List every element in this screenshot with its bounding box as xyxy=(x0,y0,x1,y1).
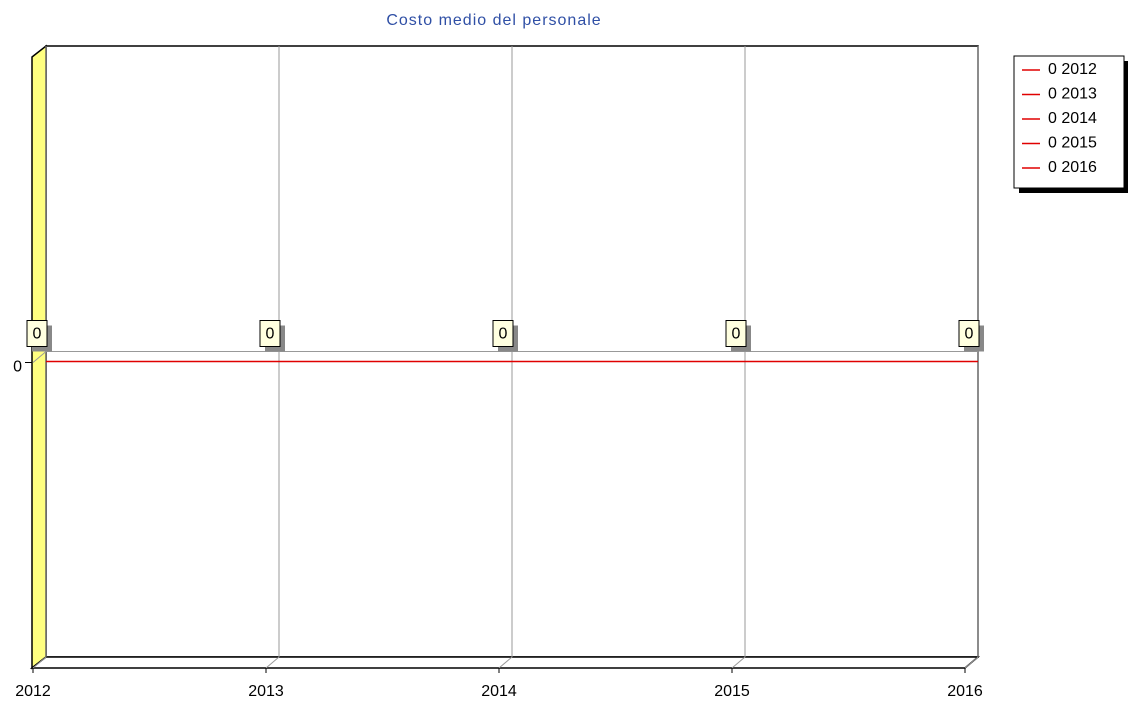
legend-category: 2013 xyxy=(1061,86,1097,103)
legend-category: 2014 xyxy=(1061,110,1097,127)
legend-category: 2015 xyxy=(1061,135,1097,152)
data-label: 0 xyxy=(499,326,508,343)
data-label: 0 xyxy=(965,326,974,343)
x-tick-label: 2015 xyxy=(714,683,750,700)
legend-value: 0 xyxy=(1048,135,1057,152)
data-label-box xyxy=(958,320,980,347)
data-label-box xyxy=(492,320,514,347)
y-tick-label: 0 xyxy=(13,359,22,376)
legend-value: 0 xyxy=(1048,159,1057,176)
grid-line-depth xyxy=(32,656,47,669)
legend xyxy=(1013,55,1125,189)
data-label-box xyxy=(725,320,747,347)
legend-label: 0 2013 xyxy=(1048,86,1097,103)
x-tick-label: 2016 xyxy=(947,683,983,700)
data-label: 0 xyxy=(266,326,275,343)
legend-label: 0 2015 xyxy=(1048,135,1097,152)
legend-label: 0 2016 xyxy=(1048,159,1097,176)
data-label-box xyxy=(259,320,281,347)
chart-title: Costo medio del personale xyxy=(386,12,601,29)
legend-value: 0 xyxy=(1048,61,1057,78)
x-tick-label: 2013 xyxy=(248,683,284,700)
legend-value: 0 xyxy=(1048,110,1057,127)
grid-line-depth xyxy=(32,351,47,363)
data-label: 0 xyxy=(33,326,42,343)
x-tick-label: 2014 xyxy=(481,683,517,700)
grid-line-depth xyxy=(498,656,513,669)
data-label-box xyxy=(26,320,48,347)
legend-category: 2016 xyxy=(1061,159,1097,176)
legend-category: 2012 xyxy=(1061,61,1097,78)
grid-line-depth xyxy=(964,656,979,669)
legend-value: 0 xyxy=(1048,86,1057,103)
data-label: 0 xyxy=(732,326,741,343)
legend-label: 0 2012 xyxy=(1048,61,1097,78)
legend-label: 0 2014 xyxy=(1048,110,1097,127)
x-tick-label: 2012 xyxy=(15,683,51,700)
grid-line-depth xyxy=(265,656,280,669)
grid-line-depth xyxy=(731,656,746,669)
